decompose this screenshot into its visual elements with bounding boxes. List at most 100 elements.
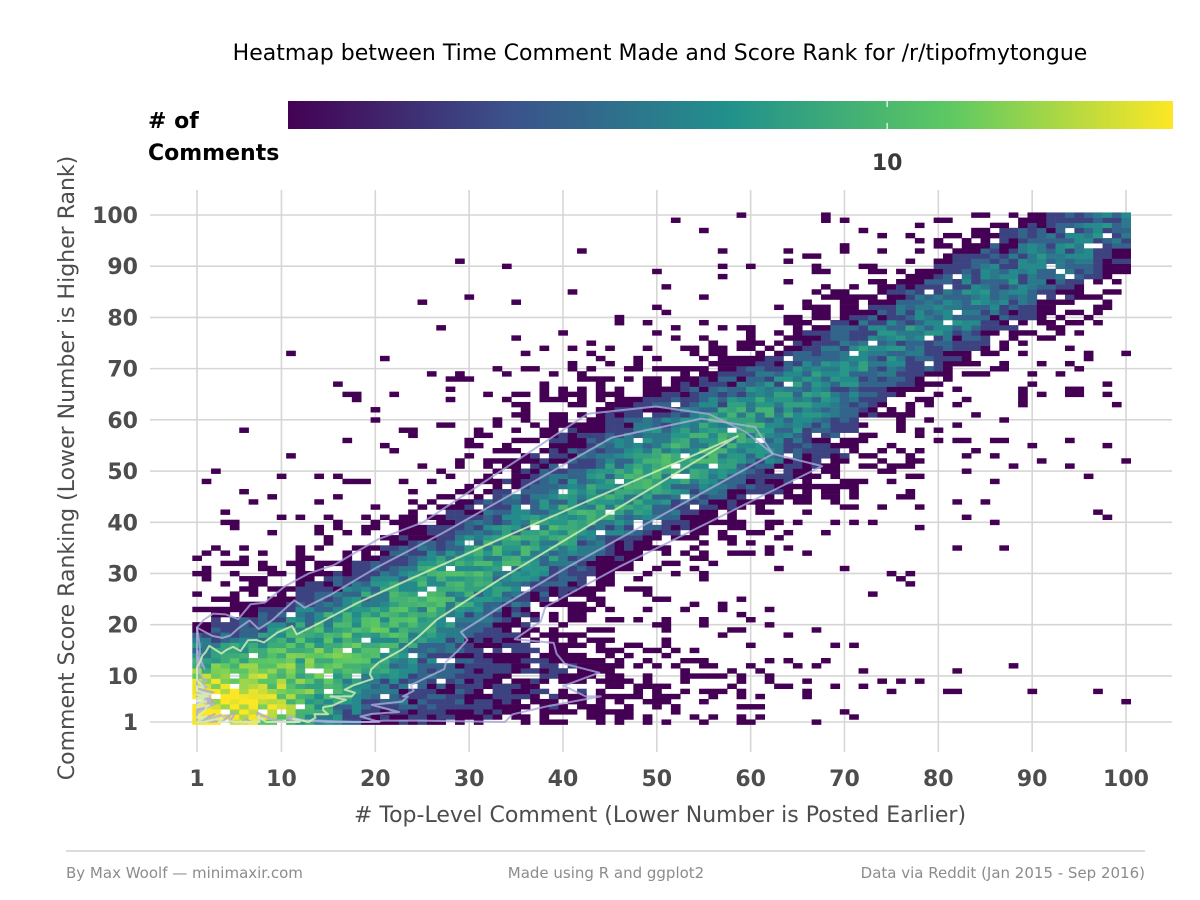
heatmap-cell <box>605 519 615 526</box>
heatmap-cell <box>783 632 794 638</box>
heatmap-cell <box>567 366 578 372</box>
heatmap-cell <box>436 622 446 628</box>
heatmap-cell <box>379 668 390 674</box>
heatmap-cell <box>455 627 465 633</box>
heatmap-cell <box>877 355 888 362</box>
heatmap-cell <box>652 529 662 536</box>
heatmap-cell <box>501 529 512 536</box>
heatmap-cell <box>670 570 681 577</box>
heatmap-cell <box>727 668 737 674</box>
heatmap-cell <box>999 279 1009 285</box>
heatmap-cell <box>980 243 991 249</box>
heatmap-cell <box>839 565 850 572</box>
heatmap-cell <box>370 586 381 592</box>
heatmap-cell <box>398 529 409 536</box>
heatmap-cell <box>539 540 550 546</box>
heatmap-cell <box>426 560 437 567</box>
heatmap-cell <box>398 709 409 715</box>
heatmap-cell <box>492 366 503 372</box>
heatmap-cell <box>905 284 916 290</box>
heatmap-cell <box>933 371 944 377</box>
heatmap-cell <box>736 519 747 526</box>
heatmap-cell <box>980 299 991 305</box>
heatmap-cell <box>905 304 916 311</box>
heatmap-cell <box>492 714 503 720</box>
heatmap-cell <box>811 417 822 423</box>
heatmap-cell <box>980 350 991 357</box>
heatmap-cell <box>614 524 625 531</box>
heatmap-cell <box>717 488 728 495</box>
heatmap-cell <box>417 657 428 664</box>
heatmap-cell <box>567 463 578 469</box>
heatmap-cell <box>1046 268 1056 275</box>
heatmap-cell <box>1008 284 1019 290</box>
heatmap-cell <box>586 524 597 531</box>
heatmap-cell <box>1046 212 1056 218</box>
heatmap-cell <box>708 468 719 474</box>
heatmap-cell <box>229 698 240 705</box>
heatmap-cell <box>614 386 625 392</box>
heatmap-cell <box>736 412 747 418</box>
heatmap-cell <box>943 232 953 239</box>
heatmap-cell <box>680 442 690 449</box>
heatmap-cell <box>257 683 268 690</box>
heatmap-cell <box>445 647 456 654</box>
heatmap-cell <box>708 350 719 357</box>
heatmap-cell <box>1111 401 1122 408</box>
heatmap-cell <box>633 550 644 556</box>
heatmap-cell <box>295 617 306 623</box>
heatmap-cell <box>633 360 644 367</box>
heatmap-cell <box>633 540 644 546</box>
heatmap-cell <box>642 463 653 469</box>
heatmap-cell <box>295 683 306 690</box>
heatmap-cell <box>999 294 1009 300</box>
heatmap-cell <box>257 652 268 659</box>
heatmap-cell <box>455 463 465 469</box>
heatmap-cell <box>351 545 362 551</box>
heatmap-cell <box>849 412 859 418</box>
heatmap-cell <box>670 417 681 423</box>
heatmap-cell <box>633 478 644 485</box>
heatmap-cell <box>952 248 963 254</box>
heatmap-cell <box>1036 284 1047 290</box>
heatmap-cell <box>464 678 475 684</box>
heatmap-cell <box>520 535 531 541</box>
heatmap-cell <box>670 432 681 439</box>
heatmap-cell <box>877 504 888 510</box>
heatmap-cell <box>755 391 766 398</box>
heatmap-cell <box>633 463 644 469</box>
heatmap-cell <box>689 555 700 561</box>
heatmap-cell <box>999 345 1009 352</box>
heatmap-cell <box>802 693 812 700</box>
heatmap-cell <box>699 396 709 403</box>
heatmap-cell <box>745 437 756 444</box>
heatmap-cell <box>999 253 1009 259</box>
heatmap-cell <box>548 632 559 638</box>
heatmap-cell <box>351 709 362 715</box>
heatmap-cell <box>792 448 803 454</box>
heatmap-cell <box>417 714 428 720</box>
heatmap-cell <box>783 376 794 382</box>
heatmap-cell <box>464 709 475 715</box>
heatmap-cell <box>1018 253 1028 259</box>
heatmap-cell <box>220 704 231 710</box>
heatmap-cell <box>924 330 934 336</box>
heatmap-cell <box>605 678 615 684</box>
heatmap-cell <box>1046 335 1056 341</box>
heatmap-cell <box>351 693 362 700</box>
heatmap-cell <box>558 422 568 428</box>
heatmap-cell <box>652 504 662 510</box>
heatmap-cell <box>821 453 831 459</box>
heatmap-cell <box>333 709 343 715</box>
heatmap-cell <box>811 268 822 275</box>
heatmap-cell <box>333 622 343 628</box>
heatmap-cell <box>436 714 446 720</box>
heatmap-cell <box>708 427 719 433</box>
heatmap-cell <box>548 417 559 423</box>
heatmap-cell <box>1018 273 1028 280</box>
heatmap-cell <box>323 647 334 654</box>
heatmap-cell <box>464 632 475 638</box>
heatmap-cell <box>633 663 644 669</box>
heatmap-cell <box>727 453 737 459</box>
heatmap-cell <box>924 309 934 316</box>
